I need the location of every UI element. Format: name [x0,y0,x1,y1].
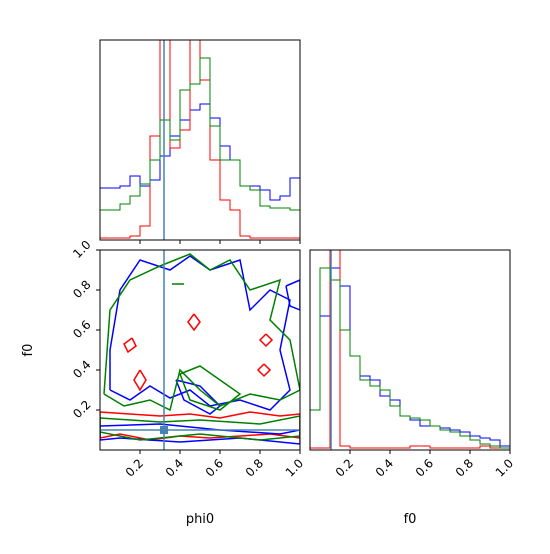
plot-area [100,250,300,450]
contour-line [258,333,274,348]
x-axis-label: phi0 [186,512,214,527]
contour-line [133,369,147,392]
histogram-step [310,267,510,450]
contour-line [100,423,300,445]
axes-frame [309,249,511,451]
plot-area [100,40,300,240]
truth-marker [160,426,168,434]
contour-line [100,411,300,441]
contour-line [109,255,291,411]
contour-line [123,337,137,354]
contour-line [256,363,272,378]
contour-line [285,279,300,311]
y-axis-label: f0 [21,344,36,357]
plot-area [310,250,510,450]
contour-line [179,365,242,411]
histogram-step [100,103,300,240]
x-axis-label: f0 [404,512,417,527]
histogram-step [100,40,300,240]
axes-frame [99,39,301,241]
contour-line [103,253,300,412]
histogram-step [100,57,300,240]
axes-frame [99,249,301,451]
contour-line [187,313,201,332]
contour-line [100,415,300,441]
histogram-step [310,250,510,450]
